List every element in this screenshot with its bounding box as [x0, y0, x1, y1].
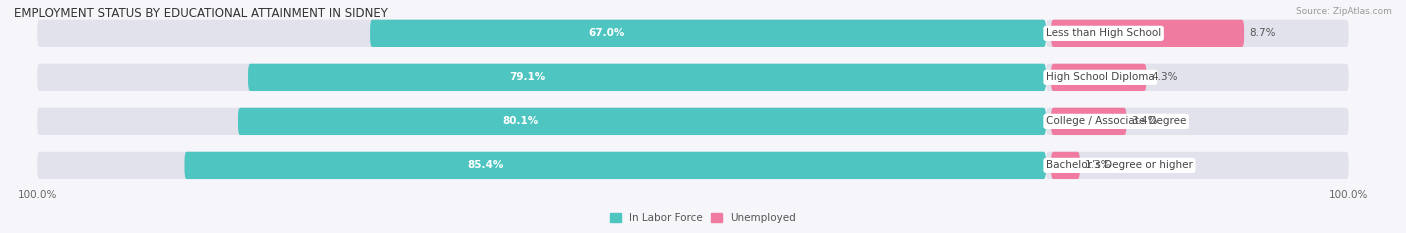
- Text: 67.0%: 67.0%: [589, 28, 624, 38]
- FancyBboxPatch shape: [1046, 152, 1348, 179]
- FancyBboxPatch shape: [370, 20, 1046, 47]
- FancyBboxPatch shape: [37, 64, 1046, 91]
- Legend: In Labor Force, Unemployed: In Labor Force, Unemployed: [606, 209, 800, 227]
- FancyBboxPatch shape: [37, 108, 1046, 135]
- FancyBboxPatch shape: [238, 108, 1046, 135]
- Text: 4.3%: 4.3%: [1152, 72, 1178, 82]
- Text: EMPLOYMENT STATUS BY EDUCATIONAL ATTAINMENT IN SIDNEY: EMPLOYMENT STATUS BY EDUCATIONAL ATTAINM…: [14, 7, 388, 20]
- Text: 85.4%: 85.4%: [468, 160, 505, 170]
- Text: High School Diploma: High School Diploma: [1046, 72, 1154, 82]
- FancyBboxPatch shape: [247, 64, 1046, 91]
- FancyBboxPatch shape: [37, 152, 1046, 179]
- Text: 100.0%: 100.0%: [17, 190, 56, 200]
- Text: 1.3%: 1.3%: [1085, 160, 1111, 170]
- FancyBboxPatch shape: [1046, 108, 1348, 135]
- Text: Source: ZipAtlas.com: Source: ZipAtlas.com: [1296, 7, 1392, 16]
- Text: College / Associate Degree: College / Associate Degree: [1046, 116, 1187, 126]
- Text: Less than High School: Less than High School: [1046, 28, 1161, 38]
- FancyBboxPatch shape: [1052, 20, 1244, 47]
- FancyBboxPatch shape: [37, 20, 1046, 47]
- FancyBboxPatch shape: [184, 152, 1046, 179]
- Text: Bachelor’s Degree or higher: Bachelor’s Degree or higher: [1046, 160, 1192, 170]
- Text: 80.1%: 80.1%: [502, 116, 538, 126]
- Text: 8.7%: 8.7%: [1249, 28, 1275, 38]
- FancyBboxPatch shape: [1052, 152, 1080, 179]
- Text: 79.1%: 79.1%: [509, 72, 546, 82]
- FancyBboxPatch shape: [1052, 108, 1126, 135]
- Text: 100.0%: 100.0%: [1329, 190, 1368, 200]
- FancyBboxPatch shape: [1046, 20, 1348, 47]
- Text: 3.4%: 3.4%: [1132, 116, 1159, 126]
- FancyBboxPatch shape: [1046, 64, 1348, 91]
- FancyBboxPatch shape: [1052, 64, 1146, 91]
